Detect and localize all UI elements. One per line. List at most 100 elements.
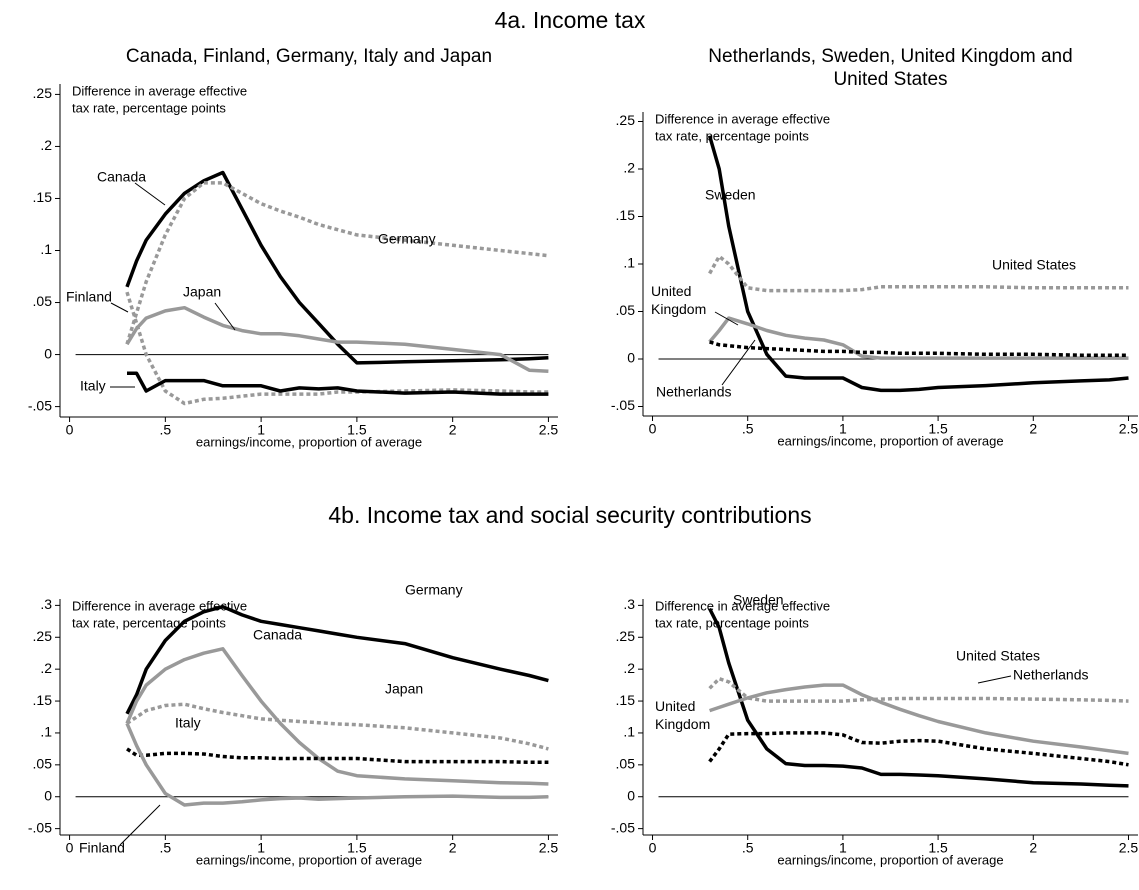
leader-line: [119, 804, 161, 846]
series-line: [125, 181, 549, 345]
section-title: 4b. Income tax and social security contr…: [328, 502, 811, 528]
y-tick-label: .25: [33, 85, 53, 101]
series-label: Italy: [175, 715, 201, 731]
series-label: United States: [992, 257, 1076, 273]
x-tick-label: 1.5: [347, 840, 367, 856]
series-line: [125, 722, 549, 807]
series-line: [125, 305, 549, 373]
y-tick-label: .15: [33, 692, 53, 708]
series-line: [125, 170, 549, 365]
series-label: Netherlands: [656, 384, 732, 400]
series-label: Finland: [66, 289, 112, 305]
x-tick-label: 2.5: [539, 840, 559, 856]
annotation: tax rate, percentage points: [72, 100, 226, 115]
series-label: United Kingdom: [655, 698, 710, 732]
series-label: Germany: [378, 231, 436, 247]
annotation: tax rate, percentage points: [655, 615, 809, 630]
y-tick-label: .25: [33, 628, 53, 644]
y-tick-label: .2: [40, 660, 52, 676]
y-tick-label: 0: [44, 345, 52, 361]
series-label: Finland: [79, 840, 125, 856]
x-axis-label: earnings/income, proportion of average: [777, 852, 1003, 867]
x-tick-label: 2: [449, 840, 457, 856]
y-tick-label: .2: [623, 160, 635, 176]
y-tick-label: .15: [616, 207, 636, 223]
x-axis-label: earnings/income, proportion of average: [196, 434, 422, 449]
series-label: Japan: [385, 681, 423, 697]
x-tick-label: .5: [742, 840, 754, 856]
y-tick-label: -.05: [611, 819, 635, 835]
series-line: [709, 340, 1129, 357]
x-tick-label: 1: [257, 840, 265, 856]
annotation: Difference in average effective: [72, 83, 247, 98]
leader-line: [110, 302, 129, 313]
series-label: United States: [956, 648, 1040, 664]
x-tick-label: 1.5: [347, 422, 367, 438]
series-label: United Kingdom: [651, 283, 706, 317]
y-tick-label: .05: [616, 756, 636, 772]
x-tick-label: 0: [649, 840, 657, 856]
y-tick-label: .3: [623, 596, 635, 612]
x-axis-label: earnings/income, proportion of average: [196, 852, 422, 867]
leader-line: [134, 182, 166, 206]
series-line: [708, 731, 1129, 767]
series-line: [127, 371, 549, 396]
x-tick-label: 0: [66, 422, 74, 438]
x-tick-label: .5: [160, 840, 172, 856]
y-tick-label: 0: [627, 350, 635, 366]
x-tick-label: 2.5: [1119, 840, 1139, 856]
series-label: Italy: [80, 378, 106, 394]
y-tick-label: .15: [33, 189, 53, 205]
y-tick-label: .05: [616, 302, 636, 318]
x-tick-label: 2: [1029, 840, 1037, 856]
x-tick-label: 1.5: [928, 840, 948, 856]
series-label: Canada: [253, 627, 302, 643]
leader-line: [977, 675, 1012, 684]
leader-line: [714, 311, 739, 326]
y-tick-label: 0: [627, 787, 635, 803]
x-tick-label: 1: [257, 422, 265, 438]
x-tick-label: 1.5: [928, 421, 948, 437]
y-tick-label: .2: [40, 137, 52, 153]
series-line: [707, 135, 1129, 393]
x-tick-label: 2.5: [539, 422, 559, 438]
series-line: [125, 291, 549, 406]
subtitle: United States: [833, 69, 947, 90]
series-line: [125, 647, 549, 786]
subtitle: Canada, Finland, Germany, Italy and Japa…: [126, 46, 492, 67]
y-tick-label: .25: [616, 112, 636, 128]
leader-line: [721, 339, 756, 386]
series-label: Canada: [97, 169, 146, 185]
y-tick-label: -.05: [611, 397, 635, 413]
series-line: [126, 747, 549, 765]
x-tick-label: 1: [839, 840, 847, 856]
series-label: Netherlands: [1013, 667, 1089, 683]
series-label: Sweden: [733, 592, 784, 608]
y-tick-label: .3: [40, 596, 52, 612]
x-tick-label: 1: [839, 421, 847, 437]
series-label: Japan: [183, 284, 221, 300]
y-tick-label: .05: [33, 293, 53, 309]
y-tick-label: .1: [623, 724, 635, 740]
annotation: Difference in average effective: [72, 598, 247, 613]
series-line: [708, 254, 1129, 293]
y-tick-label: .1: [623, 255, 635, 271]
x-tick-label: 2: [449, 422, 457, 438]
y-tick-label: .25: [616, 628, 636, 644]
series-line: [708, 676, 1129, 703]
x-tick-label: 2.5: [1119, 421, 1139, 437]
leader-line: [214, 302, 236, 331]
x-tick-label: 0: [649, 421, 657, 437]
series-line: [708, 607, 1129, 788]
series-line: [708, 316, 1129, 360]
y-tick-label: -.05: [28, 819, 52, 835]
series-line: [125, 604, 549, 715]
series-label: Sweden: [705, 187, 756, 203]
annotation: tax rate, percentage points: [655, 128, 809, 143]
annotation: Difference in average effective: [655, 598, 830, 613]
y-tick-label: -.05: [28, 397, 52, 413]
x-tick-label: 0: [66, 840, 74, 856]
series-line: [126, 702, 549, 751]
y-tick-label: .1: [40, 724, 52, 740]
